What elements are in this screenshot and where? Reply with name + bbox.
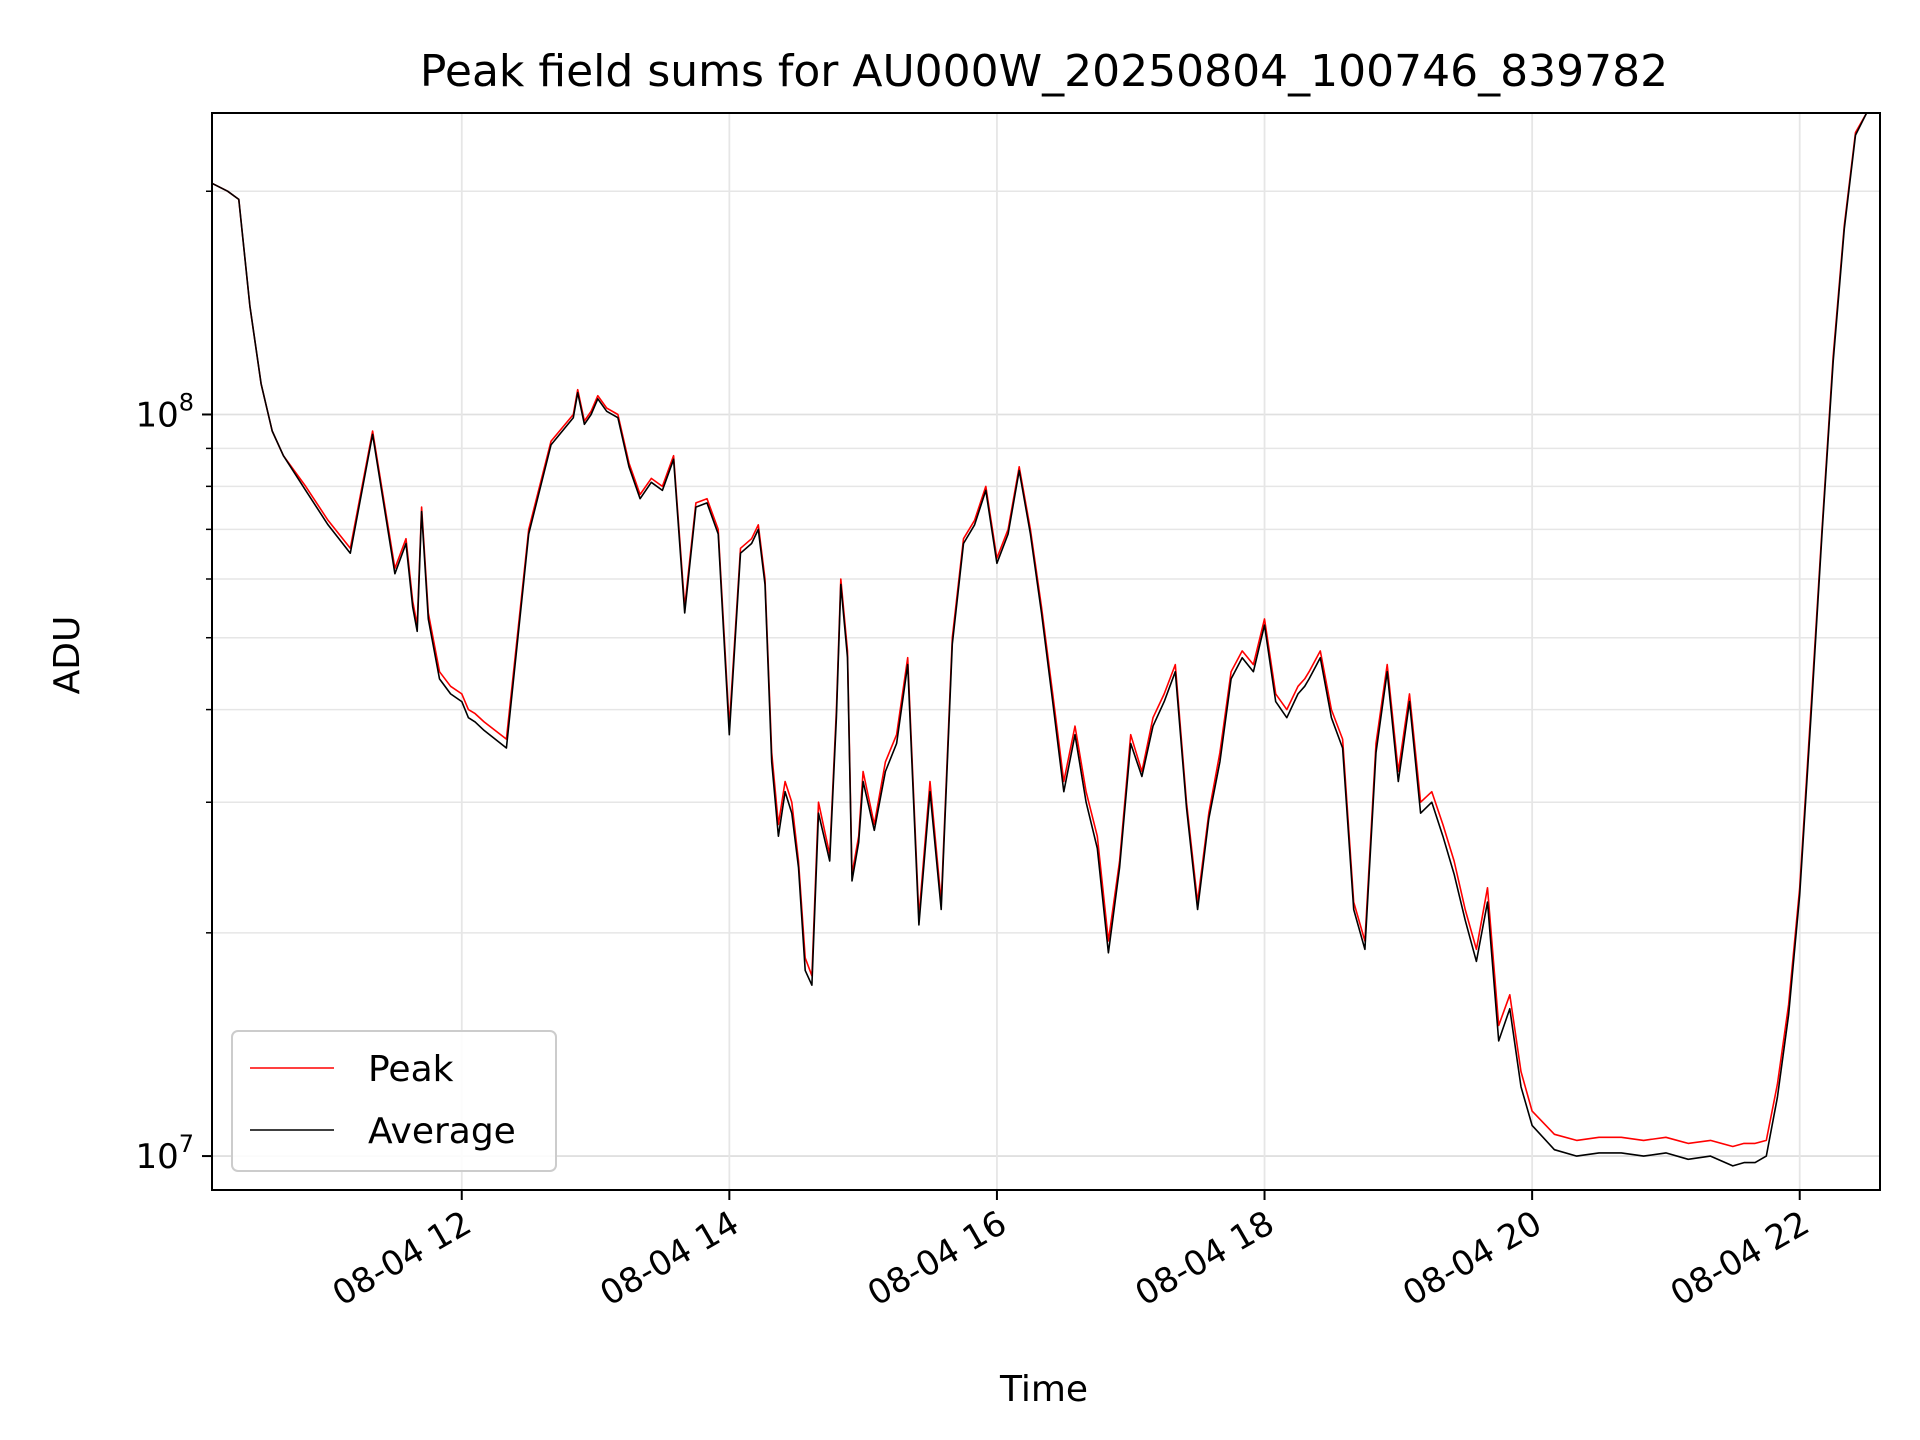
y-tick-label: 108 — [135, 388, 194, 435]
y-axis-ticks: 107 108 — [135, 190, 212, 1177]
legend-box — [231, 1030, 557, 1172]
plot-area — [211, 112, 1881, 1191]
plot-frame — [211, 112, 1881, 1191]
grid-lines — [212, 113, 1880, 1190]
series-line-average — [211, 112, 1868, 1167]
y-axis-label: ADU — [47, 616, 88, 695]
chart-title: Peak field sums for AU000W_20250804_1007… — [420, 46, 1668, 97]
y-tick-label: 107 — [135, 1130, 194, 1177]
legend: Peak Average — [231, 1030, 557, 1172]
legend-label-average: Average — [368, 1111, 516, 1152]
legend-label-peak: Peak — [368, 1049, 454, 1090]
series-lines — [211, 112, 1868, 1167]
x-axis-label: Time — [999, 1369, 1088, 1410]
